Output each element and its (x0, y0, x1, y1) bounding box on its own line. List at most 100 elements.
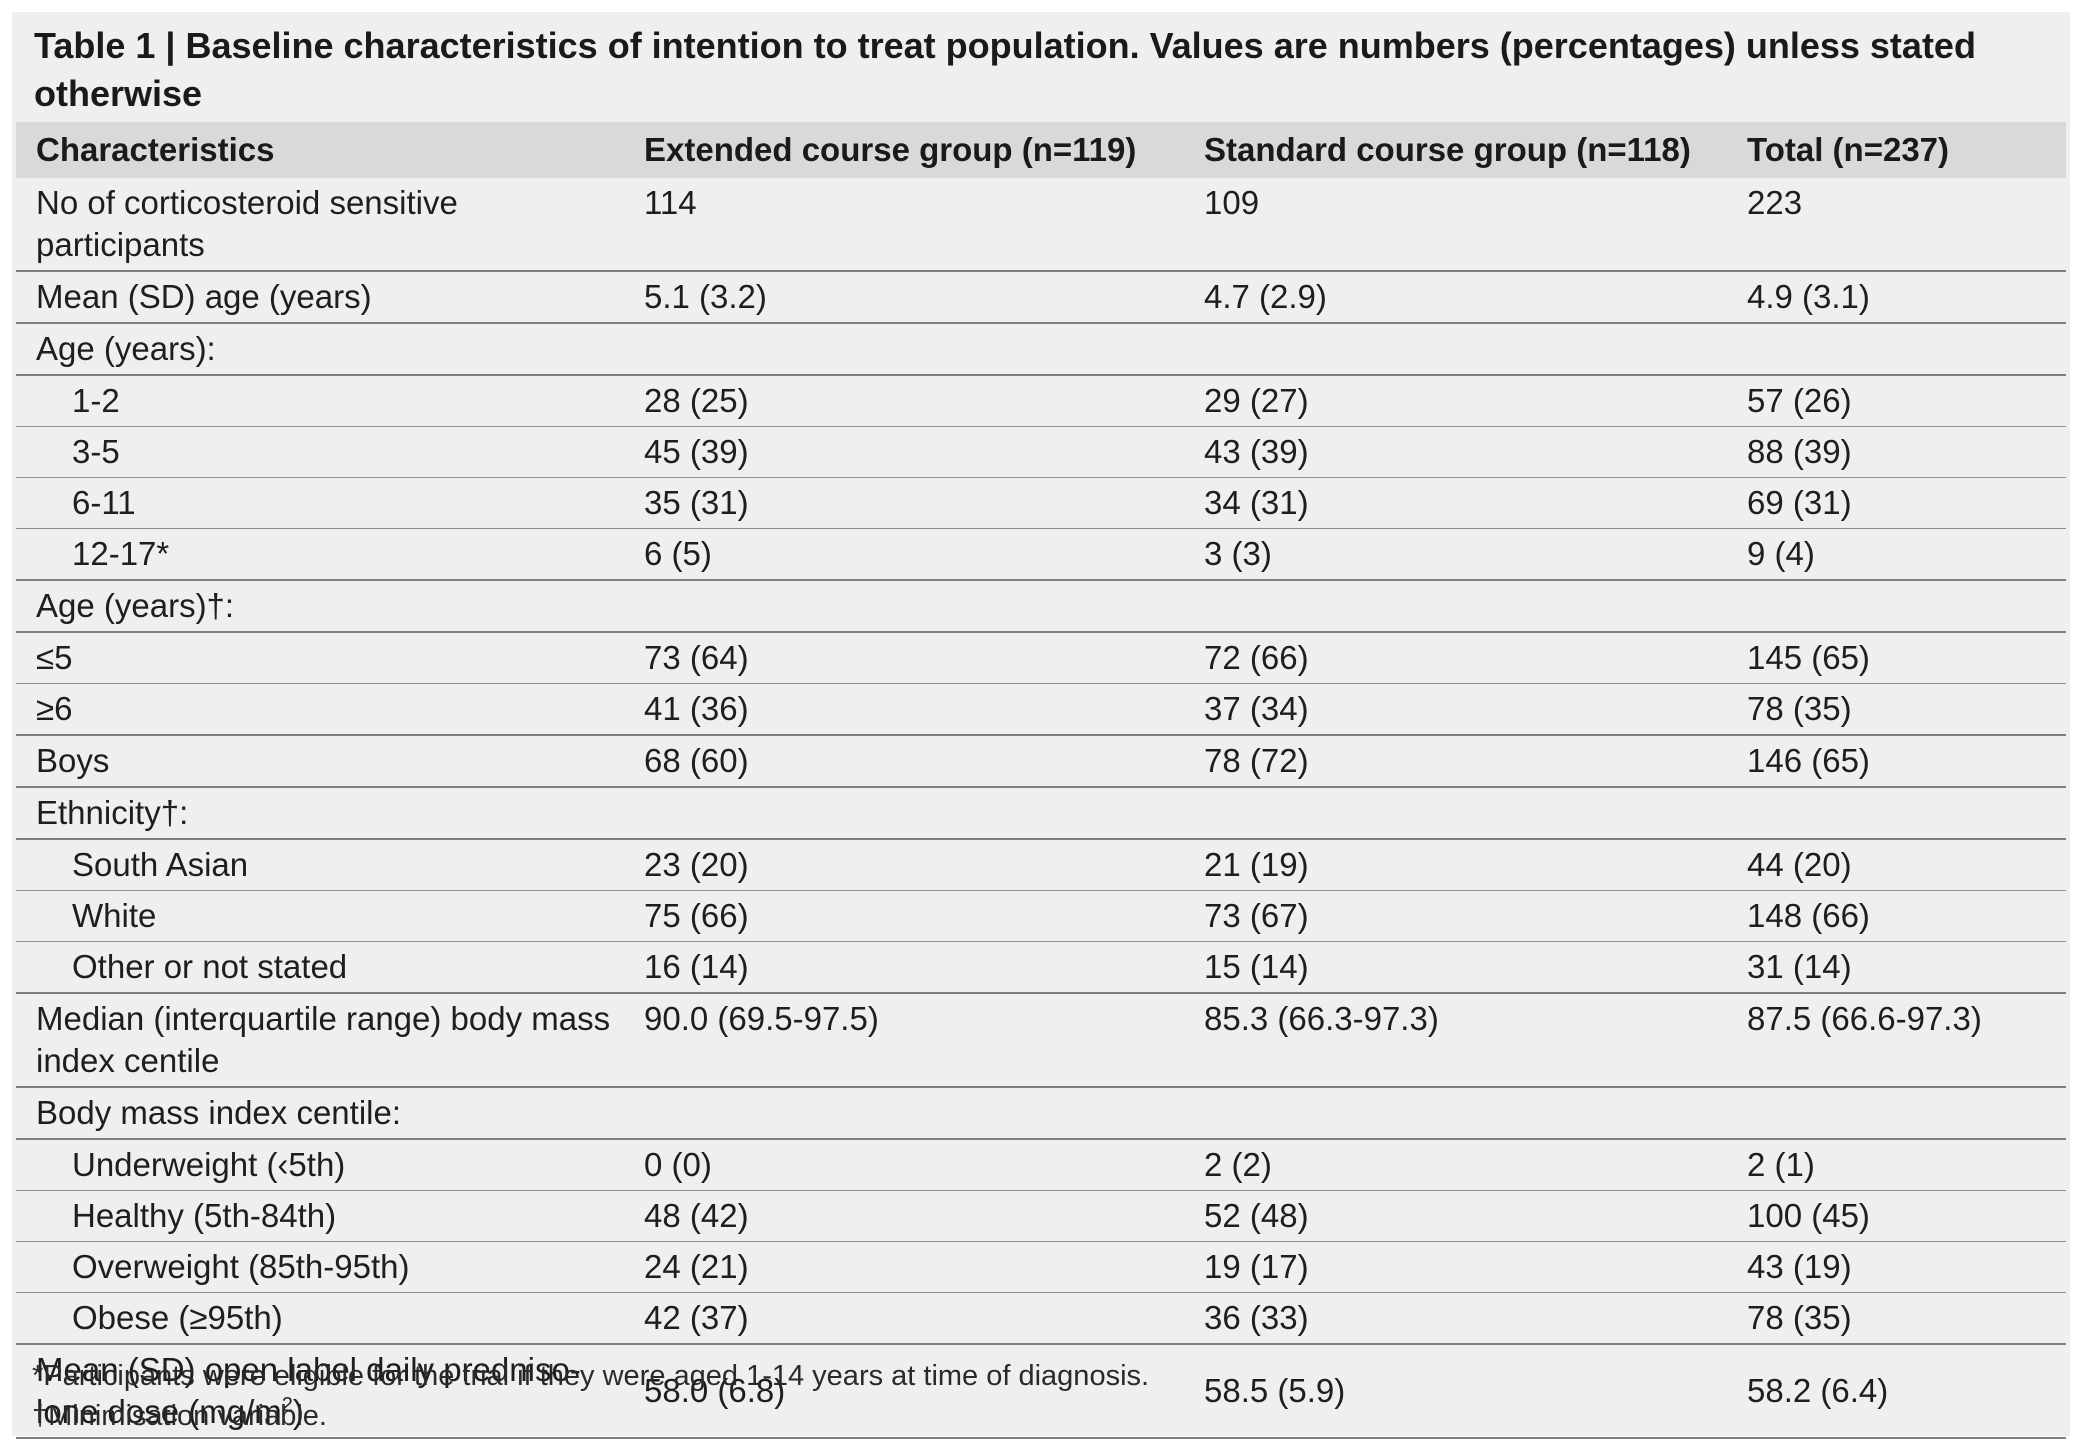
cell-extended: 5.1 (3.2) (624, 271, 1184, 324)
cell-extended: 58.0 (6.8) (624, 1344, 1184, 1439)
table-row: White 75 (66) 73 (67) 148 (66) (16, 890, 2066, 942)
table-row: ≤5 73 (64) 72 (66) 145 (65) (16, 632, 2066, 684)
unit-superscript: 2 (281, 1394, 293, 1416)
header-characteristics: Characteristics (36, 131, 275, 168)
header-total: Total (n=237) (1747, 131, 1950, 168)
table-row: 6-11 35 (31) 34 (31) 69 (31) (16, 477, 2066, 529)
table-row: ≥6 41 (36) 37 (34) 78 (35) (16, 683, 2066, 736)
row-label-text: Mean (SD) open label daily predniso- lon… (36, 1351, 581, 1430)
cell-standard: 29 (27) (1184, 375, 1727, 427)
cell-total: 57 (26) (1727, 375, 2066, 427)
cell-total: 78 (35) (1727, 683, 2066, 736)
row-label: Overweight (85th-95th) (16, 1241, 624, 1293)
table-row: Boys 68 (60) 78 (72) 146 (65) (16, 735, 2066, 788)
baseline-table: Characteristics Extended course group (n… (16, 122, 2066, 1439)
cell-total: 145 (65) (1727, 632, 2066, 684)
cell-standard: 43 (39) (1184, 426, 1727, 478)
cell-standard: 34 (31) (1184, 477, 1727, 529)
row-label: ≤5 (16, 632, 624, 684)
table-row: Age (years): (16, 323, 2066, 376)
row-label: Body mass index centile: (16, 1087, 624, 1140)
cell-extended (624, 787, 1184, 840)
cell-standard: 58.5 (5.9) (1184, 1344, 1727, 1439)
cell-standard: 36 (33) (1184, 1292, 1727, 1345)
cell-extended: 24 (21) (624, 1241, 1184, 1293)
table-row: 12-17* 6 (5) 3 (3) 9 (4) (16, 528, 2066, 581)
row-label: White (16, 890, 624, 942)
row-label: Age (years): (16, 323, 624, 376)
cell-extended: 73 (64) (624, 632, 1184, 684)
cell-standard (1184, 787, 1727, 840)
row-label: Other or not stated (16, 941, 624, 994)
table-panel: Table 1 | Baseline characteristics of in… (12, 12, 2070, 1439)
cell-extended (624, 1087, 1184, 1140)
cell-total: 43 (19) (1727, 1241, 2066, 1293)
table-row: 3-5 45 (39) 43 (39) 88 (39) (16, 426, 2066, 478)
cell-total (1727, 1087, 2066, 1140)
table-row: Median (interquartile range) body mass i… (16, 993, 2066, 1088)
header-row: Characteristics Extended course group (n… (16, 122, 2066, 178)
table-row: Other or not stated 16 (14) 15 (14) 31 (… (16, 941, 2066, 994)
cell-extended: 28 (25) (624, 375, 1184, 427)
cell-total (1727, 787, 2066, 840)
cell-total (1727, 580, 2066, 633)
cell-extended: 41 (36) (624, 683, 1184, 736)
header-extended: Extended course group (n=119) (644, 131, 1137, 168)
footnote-minimisation: †Minimisation variable. (32, 1400, 327, 1432)
cell-extended: 45 (39) (624, 426, 1184, 478)
cell-standard: 15 (14) (1184, 941, 1727, 994)
table-row: Ethnicity†: (16, 787, 2066, 840)
cell-standard: 21 (19) (1184, 839, 1727, 891)
table-row: No of corticosteroid sensitive participa… (16, 178, 2066, 272)
cell-standard: 109 (1184, 178, 1727, 272)
cell-extended: 68 (60) (624, 735, 1184, 788)
row-label: Underweight (‹5th) (16, 1139, 624, 1191)
cell-extended: 23 (20) (624, 839, 1184, 891)
cell-total: 87.5 (66.6-97.3) (1727, 993, 2066, 1088)
table-row: South Asian 23 (20) 21 (19) 44 (20) (16, 839, 2066, 891)
cell-total: 58.2 (6.4) (1727, 1344, 2066, 1439)
table-title: Table 1 | Baseline characteristics of in… (34, 25, 1976, 114)
table-row: Mean (SD) age (years) 5.1 (3.2) 4.7 (2.9… (16, 271, 2066, 324)
cell-total (1727, 323, 2066, 376)
table-row: Mean (SD) open label daily predniso- lon… (16, 1344, 2066, 1439)
cell-extended: 35 (31) (624, 477, 1184, 529)
cell-extended: 16 (14) (624, 941, 1184, 994)
cell-standard (1184, 580, 1727, 633)
table-row: Age (years)†: (16, 580, 2066, 633)
cell-total: 88 (39) (1727, 426, 2066, 478)
table-row: 1-2 28 (25) 29 (27) 57 (26) (16, 375, 2066, 427)
row-label: Ethnicity†: (16, 787, 624, 840)
cell-total: 9 (4) (1727, 528, 2066, 581)
row-label: ≥6 (16, 683, 624, 736)
cell-extended (624, 580, 1184, 633)
cell-extended: 90.0 (69.5-97.5) (624, 993, 1184, 1088)
cell-total: 78 (35) (1727, 1292, 2066, 1345)
cell-standard (1184, 323, 1727, 376)
cell-extended: 75 (66) (624, 890, 1184, 942)
cell-extended: 48 (42) (624, 1190, 1184, 1242)
cell-standard: 72 (66) (1184, 632, 1727, 684)
row-label: 1-2 (16, 375, 624, 427)
table-row: Overweight (85th-95th) 24 (21) 19 (17) 4… (16, 1241, 2066, 1293)
cell-total: 31 (14) (1727, 941, 2066, 994)
cell-total: 148 (66) (1727, 890, 2066, 942)
cell-standard: 78 (72) (1184, 735, 1727, 788)
cell-total: 44 (20) (1727, 839, 2066, 891)
cell-extended: 114 (624, 178, 1184, 272)
row-label: South Asian (16, 839, 624, 891)
cell-standard: 73 (67) (1184, 890, 1727, 942)
cell-extended: 0 (0) (624, 1139, 1184, 1191)
table-row: Underweight (‹5th) 0 (0) 2 (2) 2 (1) (16, 1139, 2066, 1191)
cell-standard: 4.7 (2.9) (1184, 271, 1727, 324)
cell-total: 69 (31) (1727, 477, 2066, 529)
cell-extended: 42 (37) (624, 1292, 1184, 1345)
row-label: Age (years)†: (16, 580, 624, 633)
row-label: Mean (SD) open label daily predniso- lon… (16, 1344, 624, 1439)
row-label: No of corticosteroid sensitive participa… (16, 178, 624, 272)
footnotes: *Participants were eligible for the tria… (32, 1356, 2042, 1436)
cell-standard: 19 (17) (1184, 1241, 1727, 1293)
table-row: Healthy (5th-84th) 48 (42) 52 (48) 100 (… (16, 1190, 2066, 1242)
row-label: Mean (SD) age (years) (16, 271, 624, 324)
cell-total: 4.9 (3.1) (1727, 271, 2066, 324)
